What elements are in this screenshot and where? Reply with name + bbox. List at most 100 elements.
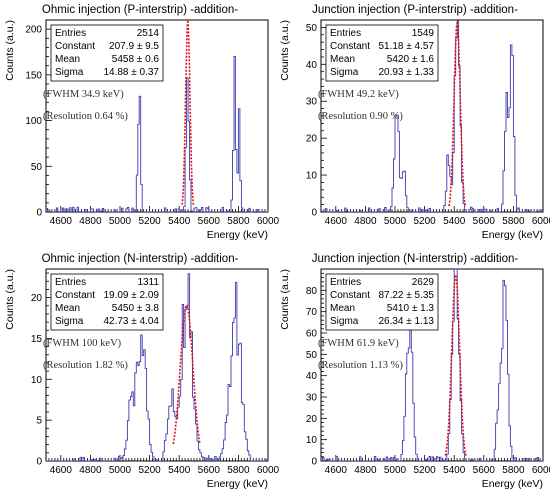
y-tick-label: 40 — [306, 60, 318, 71]
y-tick-label: 100 — [25, 116, 42, 127]
fit-annotation: (Resolution 0.64 %) — [43, 111, 128, 122]
stats-entries-label: Entries — [55, 28, 86, 39]
stats-constant-label: Constant — [55, 41, 95, 52]
stats-mean-label: Mean — [55, 303, 80, 314]
x-axis-label: Energy (keV) — [482, 229, 543, 241]
spectrum-chart: Ohmic injection (P-interstrip) -addition… — [4, 4, 280, 241]
chart-title: Ohmic injection (P-interstrip) -addition… — [42, 4, 238, 16]
y-tick-label: 0 — [311, 208, 317, 219]
y-tick-label: 20 — [306, 134, 318, 145]
x-tick-label: 5200 — [138, 465, 161, 476]
y-tick-label: 50 — [31, 162, 43, 173]
stats-constant-label: Constant — [330, 41, 370, 52]
chart-title: Junction injection (N-interstrip) -addit… — [312, 253, 519, 265]
x-tick-label: 5600 — [198, 465, 221, 476]
spectrum-chart: Ohmic injection (N-interstrip) -addition… — [4, 253, 280, 490]
stats-constant-value: 87.22 ± 5.35 — [378, 290, 434, 301]
y-tick-label: 30 — [306, 97, 318, 108]
spectrum-panel-2: Junction injection (P-interstrip) -addit… — [275, 0, 550, 248]
x-tick-label: 4600 — [325, 216, 348, 227]
y-tick-label: 50 — [306, 23, 318, 34]
y-tick-label: 5 — [36, 416, 42, 427]
stats-box — [50, 273, 164, 331]
y-tick-label: 70 — [306, 307, 318, 318]
y-axis-label: Counts (a.u.) — [279, 20, 291, 81]
y-tick-label: 0 — [36, 457, 42, 468]
x-tick-label: 5400 — [168, 465, 191, 476]
x-tick-label: 4800 — [354, 465, 377, 476]
spectrum-panel-4: Junction injection (N-interstrip) -addit… — [275, 249, 550, 497]
y-axis-label: Counts (a.u.) — [4, 20, 16, 81]
stats-mean-value: 5420 ± 1.6 — [387, 54, 435, 65]
x-axis-label: Energy (keV) — [482, 478, 543, 490]
x-tick-label: 5200 — [413, 465, 436, 476]
y-tick-label: 10 — [306, 171, 318, 182]
stats-mean-value: 5410 ± 1.3 — [387, 303, 435, 314]
y-tick-label: 40 — [306, 371, 318, 382]
x-tick-label: 4800 — [79, 465, 102, 476]
spectrum-panel-1: Ohmic injection (P-interstrip) -addition… — [0, 0, 280, 248]
stats-constant-value: 207.9 ± 9.5 — [109, 41, 159, 52]
stats-box — [325, 273, 439, 331]
y-tick-label: 200 — [25, 25, 42, 36]
x-tick-label: 4800 — [79, 216, 102, 227]
stats-sigma-label: Sigma — [330, 67, 359, 78]
stats-sigma-label: Sigma — [55, 67, 84, 78]
x-tick-label: 4600 — [50, 465, 73, 476]
x-tick-label: 5000 — [109, 465, 132, 476]
x-tick-label: 5800 — [227, 465, 250, 476]
stats-mean-value: 5450 ± 3.8 — [112, 303, 160, 314]
stats-sigma-value: 14.88 ± 0.37 — [103, 67, 159, 78]
x-tick-label: 5600 — [198, 216, 221, 227]
x-tick-label: 6000 — [532, 216, 550, 227]
histogram-series — [46, 273, 268, 461]
x-tick-label: 5400 — [168, 216, 191, 227]
y-tick-label: 0 — [311, 457, 317, 468]
x-tick-label: 5200 — [413, 216, 436, 227]
y-axis-label: Counts (a.u.) — [279, 269, 291, 330]
stats-entries-value: 1311 — [137, 277, 159, 288]
fit-annotation: (FWHM 61.9 keV) — [318, 338, 399, 349]
stats-entries-label: Entries — [330, 28, 361, 39]
y-tick-label: 10 — [306, 435, 318, 446]
stats-entries-value: 2629 — [412, 277, 435, 288]
x-tick-label: 5000 — [384, 465, 407, 476]
stats-constant-value: 51.18 ± 4.57 — [378, 41, 434, 52]
stats-mean-label: Mean — [330, 54, 355, 65]
x-axis-label: Energy (keV) — [207, 478, 268, 490]
chart-title: Ohmic injection (N-interstrip) -addition… — [42, 253, 239, 265]
y-tick-label: 20 — [31, 293, 43, 304]
x-tick-label: 5600 — [473, 216, 496, 227]
spectrum-chart: Junction injection (P-interstrip) -addit… — [279, 4, 550, 241]
stats-box — [50, 24, 164, 82]
fit-annotation: (Resolution 0.90 %) — [318, 111, 403, 122]
stats-mean-value: 5458 ± 0.6 — [112, 54, 160, 65]
y-tick-label: 20 — [306, 414, 318, 425]
y-tick-label: 80 — [306, 286, 318, 297]
x-tick-label: 5400 — [443, 465, 466, 476]
stats-sigma-label: Sigma — [55, 316, 84, 327]
chart-title: Junction injection (P-interstrip) -addit… — [312, 4, 518, 16]
x-tick-label: 5800 — [502, 216, 525, 227]
fit-annotation: (Resolution 1.13 %) — [318, 360, 403, 371]
x-tick-label: 5000 — [384, 216, 407, 227]
x-tick-label: 5800 — [227, 216, 250, 227]
x-tick-label: 4800 — [354, 216, 377, 227]
stats-constant-label: Constant — [55, 290, 95, 301]
x-tick-label: 5800 — [502, 465, 525, 476]
x-tick-label: 6000 — [257, 216, 280, 227]
gaussian-fit-curve — [181, 20, 195, 205]
stats-mean-label: Mean — [55, 54, 80, 65]
stats-entries-label: Entries — [330, 277, 361, 288]
x-tick-label: 5600 — [473, 465, 496, 476]
fit-annotation: (Resolution 1.82 %) — [43, 360, 128, 371]
gaussian-fit-curve — [448, 20, 467, 207]
x-tick-label: 5200 — [138, 216, 161, 227]
x-tick-label: 6000 — [532, 465, 550, 476]
stats-constant-label: Constant — [330, 290, 370, 301]
stats-entries-value: 2514 — [137, 28, 160, 39]
x-tick-label: 5400 — [443, 216, 466, 227]
stats-entries-value: 1549 — [412, 28, 435, 39]
x-tick-label: 4600 — [50, 216, 73, 227]
x-tick-label: 5000 — [109, 216, 132, 227]
